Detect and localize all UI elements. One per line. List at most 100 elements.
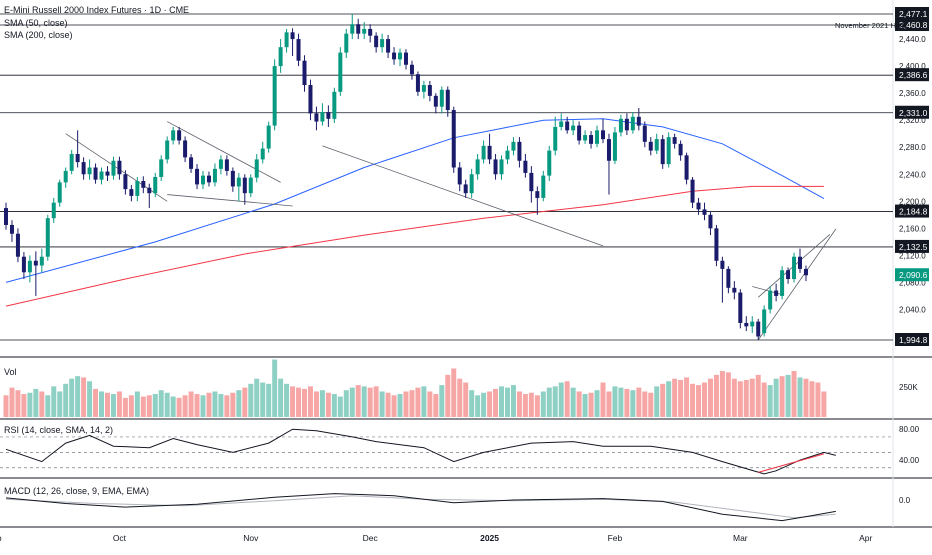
volume-bar (75, 376, 81, 417)
candle-body (571, 125, 576, 131)
volume-bar (218, 394, 224, 417)
volume-bar (284, 383, 290, 417)
candle-body (756, 321, 761, 337)
volume-bar (188, 391, 194, 417)
price-level-tag (895, 204, 929, 218)
volume-bar (469, 390, 475, 417)
candle-body (511, 141, 516, 151)
volume-bar (236, 390, 242, 417)
candle-body (595, 130, 600, 144)
last-price-tag-text: 2,090.6 (899, 270, 928, 280)
volume-bar (403, 391, 409, 417)
candle-body (63, 170, 68, 183)
candle-body (57, 182, 62, 203)
candle-body (4, 208, 8, 225)
volume-bar (272, 359, 278, 417)
time-axis-label: Dec (363, 533, 379, 543)
candle-body (87, 167, 92, 175)
last-price-tag (895, 268, 929, 282)
volume-bar (87, 381, 93, 417)
candle-body (469, 174, 474, 194)
candle-body (481, 145, 486, 160)
candle-body (421, 85, 426, 92)
volume-bar (749, 378, 755, 417)
volume-bar (254, 378, 260, 417)
volume-bar (696, 385, 702, 417)
volume-bar (648, 392, 654, 417)
volume-bar (397, 394, 403, 417)
volume-bar (278, 378, 284, 417)
candle-body (242, 177, 247, 194)
volume-bar (761, 382, 767, 417)
volume-bar (606, 391, 612, 417)
price-axis-tick: 2,240.0 (899, 170, 926, 179)
volume-bar (707, 378, 713, 417)
candle-body (296, 39, 301, 61)
candle-body (559, 121, 564, 127)
volume-bar (755, 374, 761, 417)
volume-bar (69, 378, 75, 417)
price-axis-tick: 2,040.0 (899, 305, 926, 314)
volume-bar (564, 381, 570, 417)
candle-body (33, 260, 38, 266)
candle-body (666, 137, 671, 165)
candle-body (451, 110, 456, 168)
candle-body (565, 121, 570, 131)
candle-body (27, 260, 32, 273)
candle-body (433, 95, 438, 107)
candle-body (123, 174, 128, 190)
candle-body (147, 187, 152, 194)
sma50-legend: SMA (50, close) (4, 18, 68, 28)
candle-body (368, 28, 373, 36)
volume-bar (57, 391, 63, 417)
candle-body (445, 89, 450, 111)
macd-legend: MACD (12, 26, close, 9, EMA, EMA) (4, 486, 150, 496)
candle-body (678, 143, 683, 156)
candle-body (212, 168, 217, 183)
volume-bar (170, 396, 176, 417)
candle-body (541, 175, 546, 198)
volume-bar (588, 392, 594, 417)
trendline (167, 121, 281, 183)
candle-body (165, 140, 170, 160)
volume-bar (725, 372, 731, 417)
candle-body (21, 256, 26, 273)
price-axis-tick: 2,200.0 (899, 197, 926, 206)
volume-bar (63, 383, 69, 417)
candle-body (624, 118, 629, 131)
volume-bar (481, 392, 487, 417)
candle-body (427, 85, 432, 96)
volume-bar (642, 391, 648, 417)
price-axis-tick: 2,400.0 (899, 62, 926, 71)
candle-body (630, 116, 635, 131)
candle-body (601, 130, 605, 140)
volume-bar (803, 378, 809, 417)
time-axis-label: 2025 (480, 533, 499, 543)
sma200-line (5, 185, 824, 307)
volume-bar (325, 392, 331, 417)
candle-body (15, 233, 20, 257)
volume-bar (493, 388, 499, 417)
volume-bar (15, 390, 21, 417)
volume-bar (140, 396, 146, 417)
volume-bar (158, 390, 164, 417)
candle-body (105, 171, 110, 176)
price-level-tag-text: 2,460.8 (899, 20, 928, 30)
candle-body (499, 159, 504, 175)
volume-bar (361, 386, 367, 417)
volume-bar (194, 394, 200, 417)
volume-bar (373, 386, 379, 417)
candle-body (798, 256, 803, 269)
volume-bar (355, 385, 361, 417)
price-level-tag-text: 2,132.5 (899, 242, 928, 252)
candle-body (117, 160, 122, 175)
price-axis-tick: 2,120.0 (899, 251, 926, 260)
volume-bar (296, 387, 302, 417)
candle-body (153, 176, 158, 194)
volume-bar (570, 387, 576, 417)
price-level-tag (895, 68, 929, 82)
candle-body (272, 66, 277, 126)
candle-body (439, 89, 444, 107)
candle-body (350, 24, 355, 34)
macd-axis-tick: 0.0 (899, 496, 911, 505)
